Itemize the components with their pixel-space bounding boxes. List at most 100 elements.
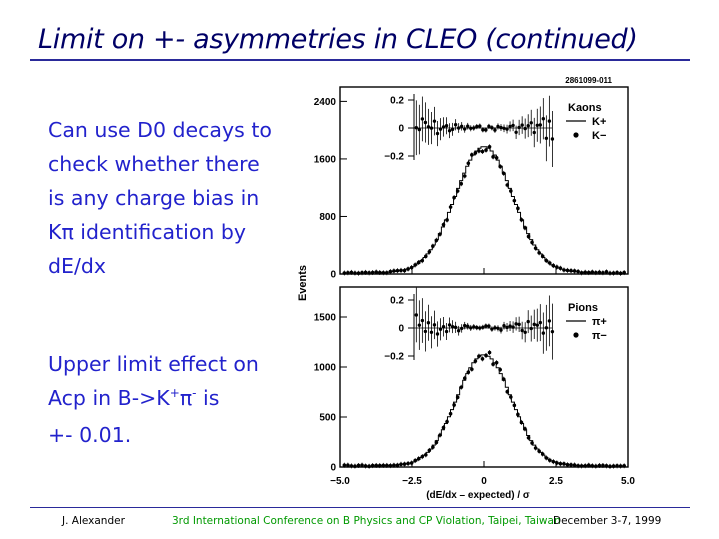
negative-point bbox=[498, 164, 502, 169]
asymmetry-point bbox=[478, 124, 482, 128]
text-fragment: Acp in B->K bbox=[48, 386, 170, 410]
x-tick-label: 5.0 bbox=[621, 476, 635, 487]
negative-point bbox=[423, 254, 428, 259]
asymmetry-point bbox=[414, 126, 419, 130]
negative-point bbox=[547, 261, 552, 265]
asymmetry-point bbox=[529, 326, 533, 331]
negative-point bbox=[470, 153, 474, 157]
asymmetry-point bbox=[517, 322, 521, 327]
negative-point bbox=[523, 427, 527, 431]
y-tick-label: 1500 bbox=[314, 313, 337, 324]
negative-point bbox=[498, 367, 502, 372]
asymmetry-point bbox=[447, 323, 452, 327]
asymmetry-point bbox=[481, 325, 485, 329]
y-tick-label: 1000 bbox=[314, 363, 337, 374]
negative-point bbox=[434, 440, 439, 445]
asymmetry-point bbox=[444, 329, 449, 334]
footer-date: December 3-7, 1999 bbox=[553, 515, 662, 527]
negative-point bbox=[505, 389, 510, 394]
asymmetry-point bbox=[441, 325, 446, 329]
asymmetry-point bbox=[478, 326, 482, 330]
negative-point bbox=[618, 271, 623, 276]
negative-point bbox=[395, 463, 400, 468]
negative-point bbox=[615, 464, 619, 468]
asymmetry-point bbox=[469, 326, 473, 330]
panel-frame bbox=[339, 286, 629, 468]
negative-point bbox=[388, 269, 393, 274]
asymmetry-point bbox=[481, 128, 485, 132]
negative-point bbox=[544, 456, 549, 460]
negative-point bbox=[342, 463, 347, 467]
asymmetry-point bbox=[432, 323, 437, 327]
negative-point bbox=[441, 222, 446, 227]
negative-point bbox=[565, 268, 570, 273]
asymmetry-point bbox=[490, 327, 494, 331]
y-tick-label: 0 bbox=[330, 463, 336, 474]
negative-point bbox=[526, 234, 531, 239]
footer-author: J. Alexander bbox=[62, 515, 125, 527]
text-line: is any charge bias in bbox=[48, 186, 260, 210]
negative-point bbox=[505, 183, 510, 187]
asymmetry-point bbox=[456, 329, 461, 333]
negative-point bbox=[537, 449, 541, 453]
negative-point bbox=[558, 266, 563, 270]
negative-point bbox=[445, 218, 449, 222]
negative-point bbox=[370, 270, 375, 275]
asymmetry-point bbox=[444, 123, 449, 128]
negative-point bbox=[597, 463, 602, 468]
negative-point bbox=[551, 263, 556, 268]
negative-point bbox=[409, 265, 414, 270]
negative-point bbox=[381, 270, 386, 275]
y-tick-label: 0 bbox=[330, 270, 336, 281]
negative-point bbox=[342, 271, 347, 275]
negative-point bbox=[392, 463, 396, 467]
negative-point bbox=[572, 463, 577, 467]
negative-point bbox=[484, 148, 488, 152]
asymmetry-point bbox=[426, 125, 431, 129]
negative-point bbox=[452, 403, 456, 407]
text-line: check whether there bbox=[48, 152, 260, 176]
negative-point bbox=[459, 385, 464, 390]
negative-point bbox=[579, 271, 584, 275]
negative-point bbox=[374, 270, 379, 274]
negative-point bbox=[494, 360, 499, 365]
title-rule bbox=[30, 59, 690, 61]
negative-point bbox=[572, 269, 577, 273]
negative-point bbox=[611, 464, 616, 468]
negative-point bbox=[622, 463, 626, 468]
negative-point bbox=[516, 412, 520, 417]
negative-point bbox=[473, 151, 478, 155]
legend-entry: K+ bbox=[592, 116, 606, 128]
asymmetry-point bbox=[417, 127, 422, 132]
asymmetry-point bbox=[463, 323, 467, 328]
negative-point bbox=[586, 270, 591, 275]
asymmetry-point bbox=[447, 128, 452, 133]
negative-point bbox=[395, 268, 400, 273]
legend-dot-marker bbox=[573, 132, 579, 138]
asymmetry-point bbox=[541, 117, 546, 121]
asymmetry-point bbox=[450, 127, 455, 132]
asymmetry-point bbox=[417, 323, 422, 327]
inset-tick-label: 0.2 bbox=[390, 296, 404, 307]
asymmetry-point bbox=[487, 324, 491, 328]
negative-point bbox=[509, 395, 513, 399]
negative-point bbox=[523, 226, 527, 230]
asymmetry-point bbox=[414, 313, 419, 317]
negative-point bbox=[569, 463, 573, 467]
asymmetry-point bbox=[550, 329, 555, 334]
negative-point bbox=[509, 189, 513, 193]
asymmetry-point bbox=[538, 123, 543, 127]
text-line: dE/dx bbox=[48, 254, 107, 278]
legend-entry: π− bbox=[592, 330, 607, 342]
asymmetry-point bbox=[426, 321, 431, 325]
asymmetry-point bbox=[493, 326, 497, 330]
asymmetry-point bbox=[496, 326, 500, 330]
negative-point bbox=[533, 246, 538, 250]
negative-point bbox=[487, 144, 492, 149]
negative-point bbox=[367, 271, 371, 275]
negative-point bbox=[363, 464, 368, 468]
negative-point bbox=[423, 453, 428, 457]
asymmetry-point bbox=[466, 324, 470, 328]
y-tick-label: 500 bbox=[319, 413, 336, 424]
